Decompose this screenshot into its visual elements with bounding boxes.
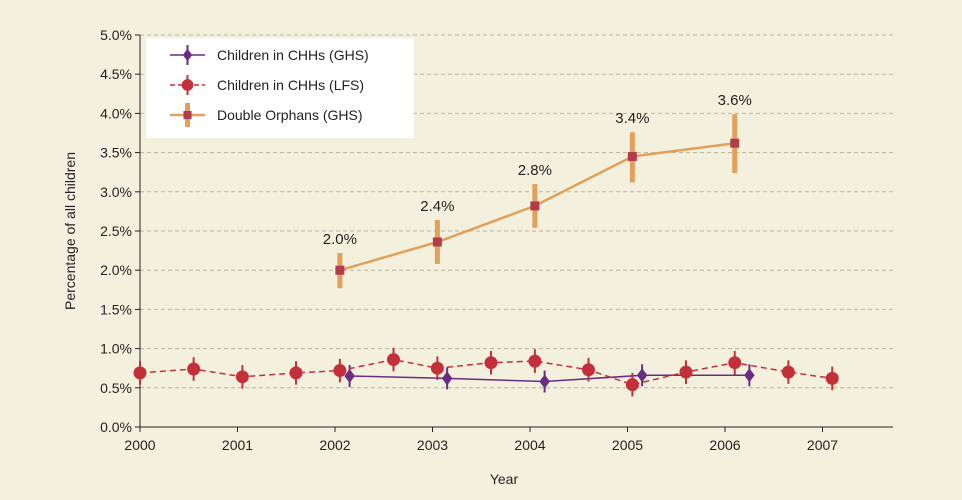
series-1: [133, 347, 839, 397]
x-tick-label: 2003: [417, 437, 448, 453]
y-tick-label: 1.5%: [100, 301, 132, 317]
data-point: [636, 368, 648, 383]
plot-area: 2.0% 2.4% 2.8% 3.4% 3.6%: [133, 92, 839, 397]
x-tick-label: 2006: [709, 437, 740, 453]
data-point: [679, 365, 693, 379]
data-point: [539, 374, 550, 389]
x-tick-label: 2005: [612, 437, 643, 453]
y-tick-label: 3.0%: [100, 184, 132, 200]
x-tick-label: 2002: [319, 437, 350, 453]
legend-marker: [183, 110, 192, 120]
y-tick-label: 5.0%: [100, 27, 132, 43]
y-tick-label: 0.5%: [100, 380, 132, 396]
data-point: [744, 368, 755, 383]
data-point: [441, 371, 453, 386]
legend-marker: [182, 48, 193, 62]
legend-marker: [181, 79, 194, 91]
x-axis-title: Year: [490, 471, 519, 487]
data-point: [627, 152, 637, 162]
data-label: 2.8%: [518, 162, 552, 179]
data-point: [528, 354, 542, 368]
axes: 0.0% 0.5% 1.0% 1.5% 2.0% 2.5% 3.0% 3.5% 4.0% 4.5%…: [100, 27, 893, 453]
legend: Children in CHHs (GHS) Children in CHHs (…: [146, 38, 414, 138]
data-point: [289, 366, 303, 380]
y-tick-label: 1.0%: [100, 341, 132, 357]
data-label: 2.4%: [420, 198, 454, 215]
series-0: [344, 364, 755, 393]
data-label: 3.4%: [615, 110, 649, 127]
legend-label: Double Orphans (GHS): [217, 107, 363, 123]
x-tick-label: 2000: [124, 437, 155, 453]
data-point: [625, 378, 639, 392]
data-label: 2.0%: [323, 231, 357, 248]
data-point: [335, 265, 345, 275]
legend-label: Children in CHHs (LFS): [217, 77, 364, 93]
data-point: [582, 363, 595, 377]
y-tick-label: 0.0%: [100, 419, 132, 435]
data-point: [387, 353, 400, 367]
data-point: [484, 356, 498, 370]
data-label: 3.6%: [718, 92, 752, 109]
data-point: [530, 201, 540, 211]
data-point: [728, 356, 742, 370]
data-point: [825, 371, 839, 385]
data-point: [235, 370, 249, 384]
y-tick-label: 4.5%: [100, 66, 132, 82]
data-point: [187, 362, 201, 376]
x-tick-label: 2001: [222, 437, 253, 453]
data-point: [432, 237, 442, 247]
series-2: [335, 114, 740, 289]
y-tick-label: 3.5%: [100, 145, 132, 161]
data-point: [430, 361, 444, 375]
data-point: [333, 364, 347, 378]
data-point: [781, 365, 795, 379]
x-tick-label: 2004: [514, 437, 545, 453]
data-point: [344, 369, 355, 384]
y-tick-label: 4.0%: [100, 105, 132, 121]
data-point: [133, 366, 147, 380]
legend-label: Children in CHHs (GHS): [217, 47, 369, 63]
x-tick-label: 2007: [807, 437, 838, 453]
y-tick-label: 2.5%: [100, 223, 132, 239]
data-point: [730, 138, 740, 148]
y-axis-title: Percentage of all children: [62, 152, 78, 310]
y-tick-label: 2.0%: [100, 262, 132, 278]
